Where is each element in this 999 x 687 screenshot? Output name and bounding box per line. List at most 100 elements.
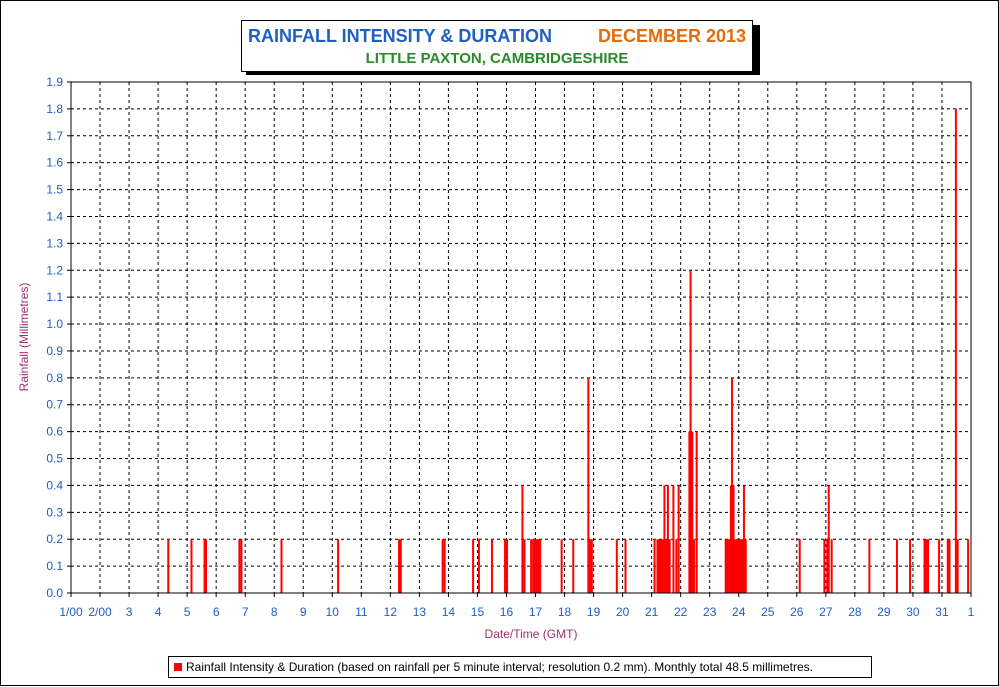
x-tick-label: 23 (703, 605, 717, 619)
rainfall-bar (472, 539, 475, 593)
x-tick-label: 4 (155, 605, 162, 619)
rainfall-bar (736, 539, 738, 593)
x-tick-label: 16 (500, 605, 514, 619)
rainfall-bar (923, 539, 926, 593)
rainfall-bar (590, 539, 593, 593)
x-tick-label: 18 (558, 605, 572, 619)
x-tick-label: 21 (645, 605, 659, 619)
x-tick-label: 15 (471, 605, 485, 619)
y-tick-label: 0.9 (46, 344, 63, 358)
rainfall-bar (659, 539, 662, 593)
y-tick-label: 0.8 (46, 371, 63, 385)
x-tick-label: 8 (271, 605, 278, 619)
rainfall-bar (560, 539, 563, 593)
rainfall-bar (190, 539, 193, 593)
rainfall-bar (539, 539, 542, 593)
y-tick-label: 1.4 (46, 209, 63, 223)
rainfall-bar (868, 539, 871, 593)
legend-label: Rainfall Intensity & Duration (based on … (186, 660, 813, 674)
x-tick-label: 26 (790, 605, 804, 619)
rainfall-bar (477, 539, 480, 593)
legend-swatch (174, 663, 182, 671)
rainfall-bar (441, 539, 444, 593)
rainfall-bar (731, 377, 734, 593)
y-tick-label: 0.0 (46, 586, 63, 600)
y-tick-label: 0.3 (46, 505, 63, 519)
rainfall-bar (658, 539, 661, 593)
rainfall-bar (521, 485, 524, 593)
rainfall-bar (695, 431, 698, 593)
rainfall-bar (337, 539, 340, 593)
y-tick-label: 1.8 (46, 102, 63, 116)
rainfall-bar (734, 539, 737, 593)
chart-subtitle: LITTLE PAXTON, CAMBRIDGESHIRE (365, 50, 629, 67)
x-tick-label: 22 (674, 605, 688, 619)
rainfall-bar (689, 270, 692, 593)
y-tick-label: 1.9 (46, 75, 63, 89)
rainfall-bar (530, 539, 533, 593)
y-tick-label: 1.7 (46, 129, 63, 143)
rainfall-bar (656, 539, 659, 593)
x-tick-label: 3 (126, 605, 133, 619)
x-tick-label: 31 (935, 605, 949, 619)
x-tick-label: 2/00 (88, 605, 112, 619)
rainfall-bar (827, 485, 830, 593)
x-tick-label: 5 (184, 605, 191, 619)
x-tick-label: 17 (529, 605, 543, 619)
rainfall-bar (732, 485, 735, 593)
rainfall-bar (661, 539, 664, 593)
rainfall-bar (675, 539, 678, 593)
grid (71, 81, 971, 593)
rainfall-bar (205, 539, 207, 593)
x-tick-label: 1 (968, 605, 975, 619)
x-tick-label: 11 (355, 605, 368, 619)
rainfall-bar (693, 539, 696, 593)
rainfall-bar (724, 539, 727, 593)
rainfall-bar (938, 539, 941, 593)
rainfall-bar (948, 539, 951, 593)
rainfall-bar (909, 539, 912, 593)
plot-border (70, 81, 972, 594)
rainfall-bar (615, 539, 618, 593)
x-tick-label: 20 (616, 605, 630, 619)
chart-date: DECEMBER 2013 (597, 26, 746, 46)
y-tick-label: 1.5 (46, 183, 63, 197)
rainfall-bar (490, 539, 493, 593)
y-axis-title: Rainfall (Millimetres) (17, 283, 31, 392)
rainfall-bar (737, 539, 740, 593)
y-tick-label: 1.3 (46, 236, 63, 250)
rainfall-bar (399, 539, 402, 593)
rainfall-bar (927, 539, 930, 593)
rainfall-bar (668, 539, 671, 593)
rainfall-bar (240, 539, 243, 593)
y-tick-label: 0.6 (46, 425, 63, 439)
rainfall-bar (691, 431, 694, 593)
chart-title: RAINFALL INTENSITY & DURATION (248, 26, 553, 46)
rainfall-bar (823, 539, 826, 593)
rainfall-bar (572, 539, 575, 593)
rainfall-bar (744, 539, 747, 593)
tick-labels: 0.0 0.1 0.2 0.3 0.4 0.5 0.6 0.7 0.8 0.9 1.0 1.1 1.2 1… (46, 75, 974, 619)
rainfall-bar (398, 539, 401, 593)
rainfall-bar (798, 539, 801, 593)
x-tick-label: 28 (848, 605, 862, 619)
x-tick-label: 25 (761, 605, 775, 619)
rainfall-bar (946, 539, 949, 593)
x-tick-label: 30 (906, 605, 920, 619)
rainfall-bar (741, 539, 744, 593)
x-tick-label: 19 (587, 605, 601, 619)
x-tick-label: 10 (326, 605, 340, 619)
rainfall-bar (167, 539, 170, 593)
y-tick-label: 1.0 (46, 317, 63, 331)
rainfall-bar (726, 539, 729, 593)
rainfall-bar (537, 539, 540, 593)
rainfall-bar (663, 485, 666, 593)
legend: Rainfall Intensity & Duration (based on … (168, 656, 872, 678)
y-tick-label: 0.1 (46, 559, 63, 573)
x-tick-label: 12 (384, 605, 398, 619)
title-box: RAINFALL INTENSITY & DURATION DECEMBER 2… (241, 20, 753, 72)
rainfall-bar (203, 539, 206, 593)
y-tick-label: 1.2 (46, 263, 63, 277)
x-tick-label: 9 (300, 605, 307, 619)
